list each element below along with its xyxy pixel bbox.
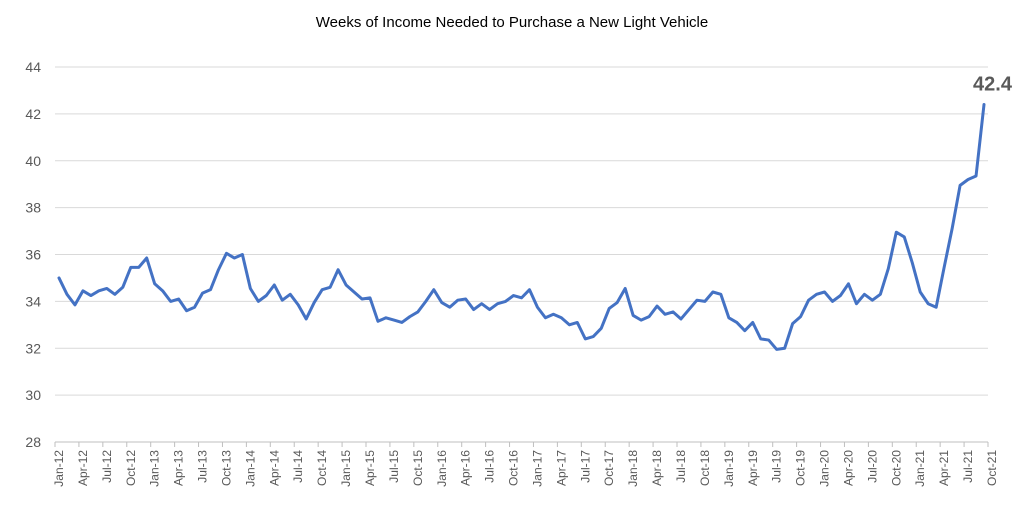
x-tick-label: Apr-12 xyxy=(76,450,90,486)
data-label: 42.4 xyxy=(973,74,1013,96)
x-tick-label: Apr-16 xyxy=(459,450,473,486)
x-tick-label: Oct-20 xyxy=(889,450,903,486)
x-tick-label: Apr-19 xyxy=(746,450,760,486)
y-tick-label: 44 xyxy=(25,59,41,75)
x-tick-label: Apr-20 xyxy=(841,450,855,486)
x-tick-label: Jan-21 xyxy=(913,450,927,487)
x-tick-label: Oct-19 xyxy=(794,450,808,486)
series-line xyxy=(57,103,986,351)
x-tick-label: Jul-13 xyxy=(196,450,210,483)
x-tick-label: Oct-15 xyxy=(411,450,425,486)
y-tick-label: 38 xyxy=(25,200,41,216)
x-tick-label: Oct-21 xyxy=(985,450,999,486)
y-tick-label: 32 xyxy=(25,340,41,356)
x-tick-label: Jul-21 xyxy=(961,450,975,483)
x-tick-label: Jan-16 xyxy=(435,450,449,487)
x-tick-label: Apr-13 xyxy=(172,450,186,486)
x-tick-label: Jan-12 xyxy=(52,450,66,487)
x-tick-label: Jan-15 xyxy=(339,450,353,487)
x-tick-label: Oct-14 xyxy=(315,450,329,486)
x-tick-label: Jul-18 xyxy=(674,450,688,483)
x-tick-label: Apr-17 xyxy=(554,450,568,486)
y-tick-label: 28 xyxy=(25,434,41,450)
y-tick-label: 36 xyxy=(25,247,41,263)
x-tick-label: Apr-15 xyxy=(363,450,377,486)
x-tick-label: Jul-14 xyxy=(291,450,305,483)
chart-title: Weeks of Income Needed to Purchase a New… xyxy=(315,14,709,31)
y-tick-label: 42 xyxy=(25,106,41,122)
x-tick-label: Oct-16 xyxy=(507,450,521,486)
x-tick-label: Oct-18 xyxy=(698,450,712,486)
x-tick-label: Jan-13 xyxy=(148,450,162,487)
x-tick-label: Jul-20 xyxy=(865,450,879,483)
x-tick-label: Jan-18 xyxy=(626,450,640,487)
x-tick-label: Jul-19 xyxy=(770,450,784,483)
x-tick-label: Apr-21 xyxy=(937,450,951,486)
x-tick-label: Oct-13 xyxy=(219,450,233,486)
x-tick-label: Jul-15 xyxy=(387,450,401,483)
x-tick-label: Apr-14 xyxy=(267,450,281,486)
x-tick-label: Jan-20 xyxy=(818,450,832,487)
x-tick-label: Jul-12 xyxy=(100,450,114,483)
x-tick-label: Jul-17 xyxy=(578,450,592,483)
x-tick-label: Jan-14 xyxy=(243,450,257,487)
x-tick-label: Oct-12 xyxy=(124,450,138,486)
x-tick-label: Jan-19 xyxy=(722,450,736,487)
y-tick-label: 30 xyxy=(25,387,41,403)
y-tick-label: 40 xyxy=(25,153,41,169)
y-tick-label: 34 xyxy=(25,293,41,309)
x-tick-label: Oct-17 xyxy=(602,450,616,486)
x-tick-label: Jan-17 xyxy=(530,450,544,487)
x-tick-label: Jul-16 xyxy=(483,450,497,483)
x-tick-label: Apr-18 xyxy=(650,450,664,486)
